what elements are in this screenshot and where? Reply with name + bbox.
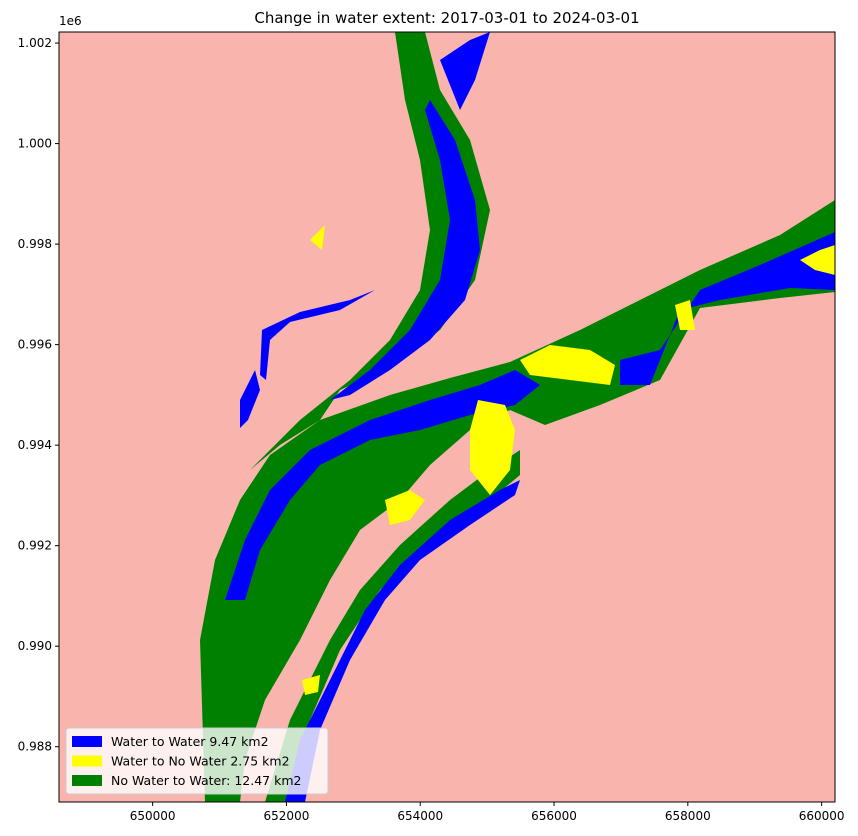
legend-swatch [72, 775, 102, 786]
region-water-lost-island [470, 400, 515, 495]
region-water-to-water-east [620, 232, 835, 385]
chart-title: Change in water extent: 2017-03-01 to 20… [254, 9, 639, 27]
x-tick-label: 654000 [397, 809, 443, 823]
legend-label: Water to No Water 2.75 km2 [111, 754, 290, 769]
region-new-water-north [250, 32, 490, 470]
region-water-to-water-main [225, 370, 540, 600]
x-tick-label: 658000 [665, 809, 711, 823]
y-tick-label: 0.998 [18, 237, 52, 251]
region-water-lost-sw [302, 675, 320, 695]
legend-label: No Water to Water: 12.47 km2 [111, 773, 301, 788]
x-tick-label: 650000 [130, 809, 176, 823]
legend: Water to Water 9.47 km2 Water to No Water… [65, 727, 329, 795]
legend-swatch [72, 736, 102, 747]
y-tick-label: 0.996 [18, 338, 52, 352]
region-water-lost-center [520, 345, 615, 385]
region-water-to-water-west [260, 290, 375, 380]
legend-swatch [72, 755, 102, 767]
region-new-water-main [200, 200, 835, 802]
region-water-to-water-west-2 [240, 370, 260, 428]
y-offset-label: 1e6 [59, 14, 82, 28]
plot-frame [58, 31, 836, 803]
y-axis: 0.988 0.990 0.992 0.994 0.996 0.998 1.000 1.002 [18, 36, 59, 754]
legend-box [65, 727, 329, 795]
y-tick-label: 0.994 [18, 438, 52, 452]
y-tick-label: 1.002 [18, 36, 52, 50]
region-water-to-water-north [330, 100, 480, 400]
region-water-lost-north [310, 225, 325, 250]
legend-label: Water to Water 9.47 km2 [111, 734, 269, 749]
region-water-lost-far-east [800, 245, 835, 275]
x-tick-label: 660000 [799, 809, 845, 823]
region-water-lost-east [675, 300, 695, 330]
region-water-lost-south [385, 490, 425, 525]
y-tick-label: 0.988 [18, 740, 52, 754]
region-water-to-water-north-top [440, 32, 490, 110]
x-tick-label: 656000 [531, 809, 577, 823]
y-tick-label: 1.000 [18, 137, 52, 151]
x-tick-label: 652000 [264, 809, 310, 823]
y-tick-label: 0.992 [18, 539, 52, 553]
y-tick-label: 0.990 [18, 639, 52, 653]
x-axis: 650000 652000 654000 656000 658000 660000 [130, 802, 845, 823]
